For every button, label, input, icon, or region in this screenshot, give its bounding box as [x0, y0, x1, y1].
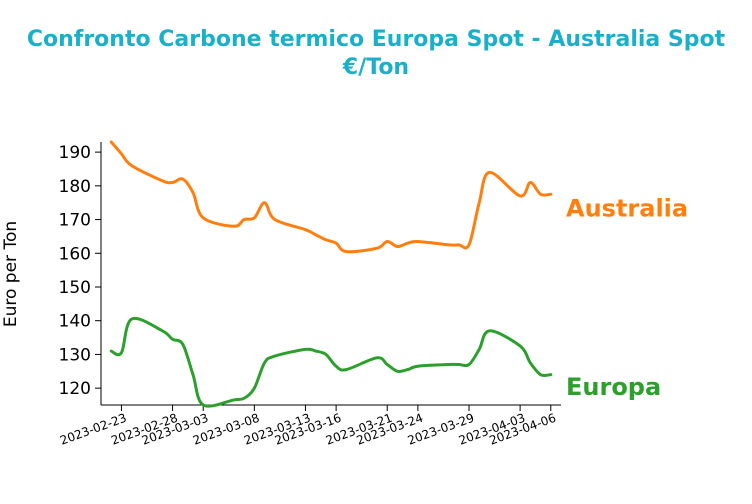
chart-title-line2: €/Ton [342, 55, 409, 80]
data-point-australia [119, 152, 123, 156]
y-tick-label: 150 [59, 278, 91, 298]
data-point-europa [130, 317, 134, 321]
data-point-australia [273, 218, 277, 222]
data-point-australia [487, 170, 491, 174]
data-point-europa [324, 352, 328, 356]
series-label-australia: Australia [566, 194, 688, 222]
data-point-europa [518, 344, 522, 348]
data-point-australia [334, 241, 338, 245]
data-point-europa [487, 329, 491, 333]
data-point-australia [539, 192, 543, 196]
data-point-australia [385, 239, 389, 243]
data-point-europa [385, 363, 389, 367]
data-point-europa [252, 386, 256, 390]
data-point-europa [447, 363, 451, 367]
data-point-europa [467, 363, 471, 367]
series-label-europa: Europa [566, 373, 661, 401]
data-point-europa [528, 361, 532, 365]
data-point-australia [528, 180, 532, 184]
data-point-europa [109, 349, 113, 353]
data-point-australia [457, 243, 461, 247]
series-line-australia [109, 140, 553, 254]
data-point-australia [416, 239, 420, 243]
data-point-europa [395, 369, 399, 373]
data-point-australia [191, 191, 195, 195]
data-point-australia [242, 218, 246, 222]
data-point-europa [406, 368, 410, 372]
data-point-europa [232, 398, 236, 402]
data-point-europa [160, 329, 164, 333]
data-point-australia [344, 250, 348, 254]
data-point-europa [334, 364, 338, 368]
data-point-australia [160, 179, 164, 183]
data-point-europa [549, 373, 553, 377]
data-point-australia [109, 140, 113, 144]
data-point-europa [263, 361, 267, 365]
data-point-europa [171, 337, 175, 341]
data-point-europa [242, 396, 246, 400]
y-axis-label: Euro per Ton [1, 221, 21, 327]
data-point-europa [457, 363, 461, 367]
y-tick-label: 120 [59, 379, 91, 399]
data-point-europa [303, 347, 307, 351]
data-point-australia [252, 216, 256, 220]
data-point-australia [263, 201, 267, 205]
plot-area: 1201301401501601701801902023-02-232023-0… [58, 140, 688, 448]
data-point-europa [375, 356, 379, 360]
data-point-australia [324, 238, 328, 242]
y-tick-label: 130 [59, 345, 91, 365]
y-tick-label: 160 [59, 244, 91, 264]
data-point-australia [447, 243, 451, 247]
data-point-europa [201, 403, 205, 407]
data-point-australia [181, 177, 185, 181]
data-point-australia [232, 224, 236, 228]
data-point-australia [395, 245, 399, 249]
data-point-europa [314, 349, 318, 353]
data-point-europa [191, 373, 195, 377]
y-tick-label: 170 [59, 211, 91, 231]
data-point-australia [467, 243, 471, 247]
data-point-europa [119, 351, 123, 355]
data-point-europa [181, 342, 185, 346]
data-point-europa [344, 368, 348, 372]
y-tick-label: 180 [59, 177, 91, 197]
data-point-australia [201, 216, 205, 220]
data-point-europa [273, 354, 277, 358]
data-point-australia [406, 241, 410, 245]
data-point-australia [477, 201, 481, 205]
data-point-europa [477, 347, 481, 351]
data-point-australia [171, 180, 175, 184]
y-tick-label: 140 [59, 312, 91, 332]
data-point-europa [539, 373, 543, 377]
data-point-australia [549, 192, 553, 196]
chart-title-line1: Confronto Carbone termico Europa Spot - … [27, 27, 726, 52]
series-line-europa [109, 316, 553, 408]
data-point-europa [416, 364, 420, 368]
data-point-australia [130, 164, 134, 168]
y-tick-label: 190 [59, 143, 91, 163]
data-point-australia [375, 246, 379, 250]
data-point-australia [303, 228, 307, 232]
data-point-australia [518, 194, 522, 198]
data-point-australia [314, 233, 318, 237]
